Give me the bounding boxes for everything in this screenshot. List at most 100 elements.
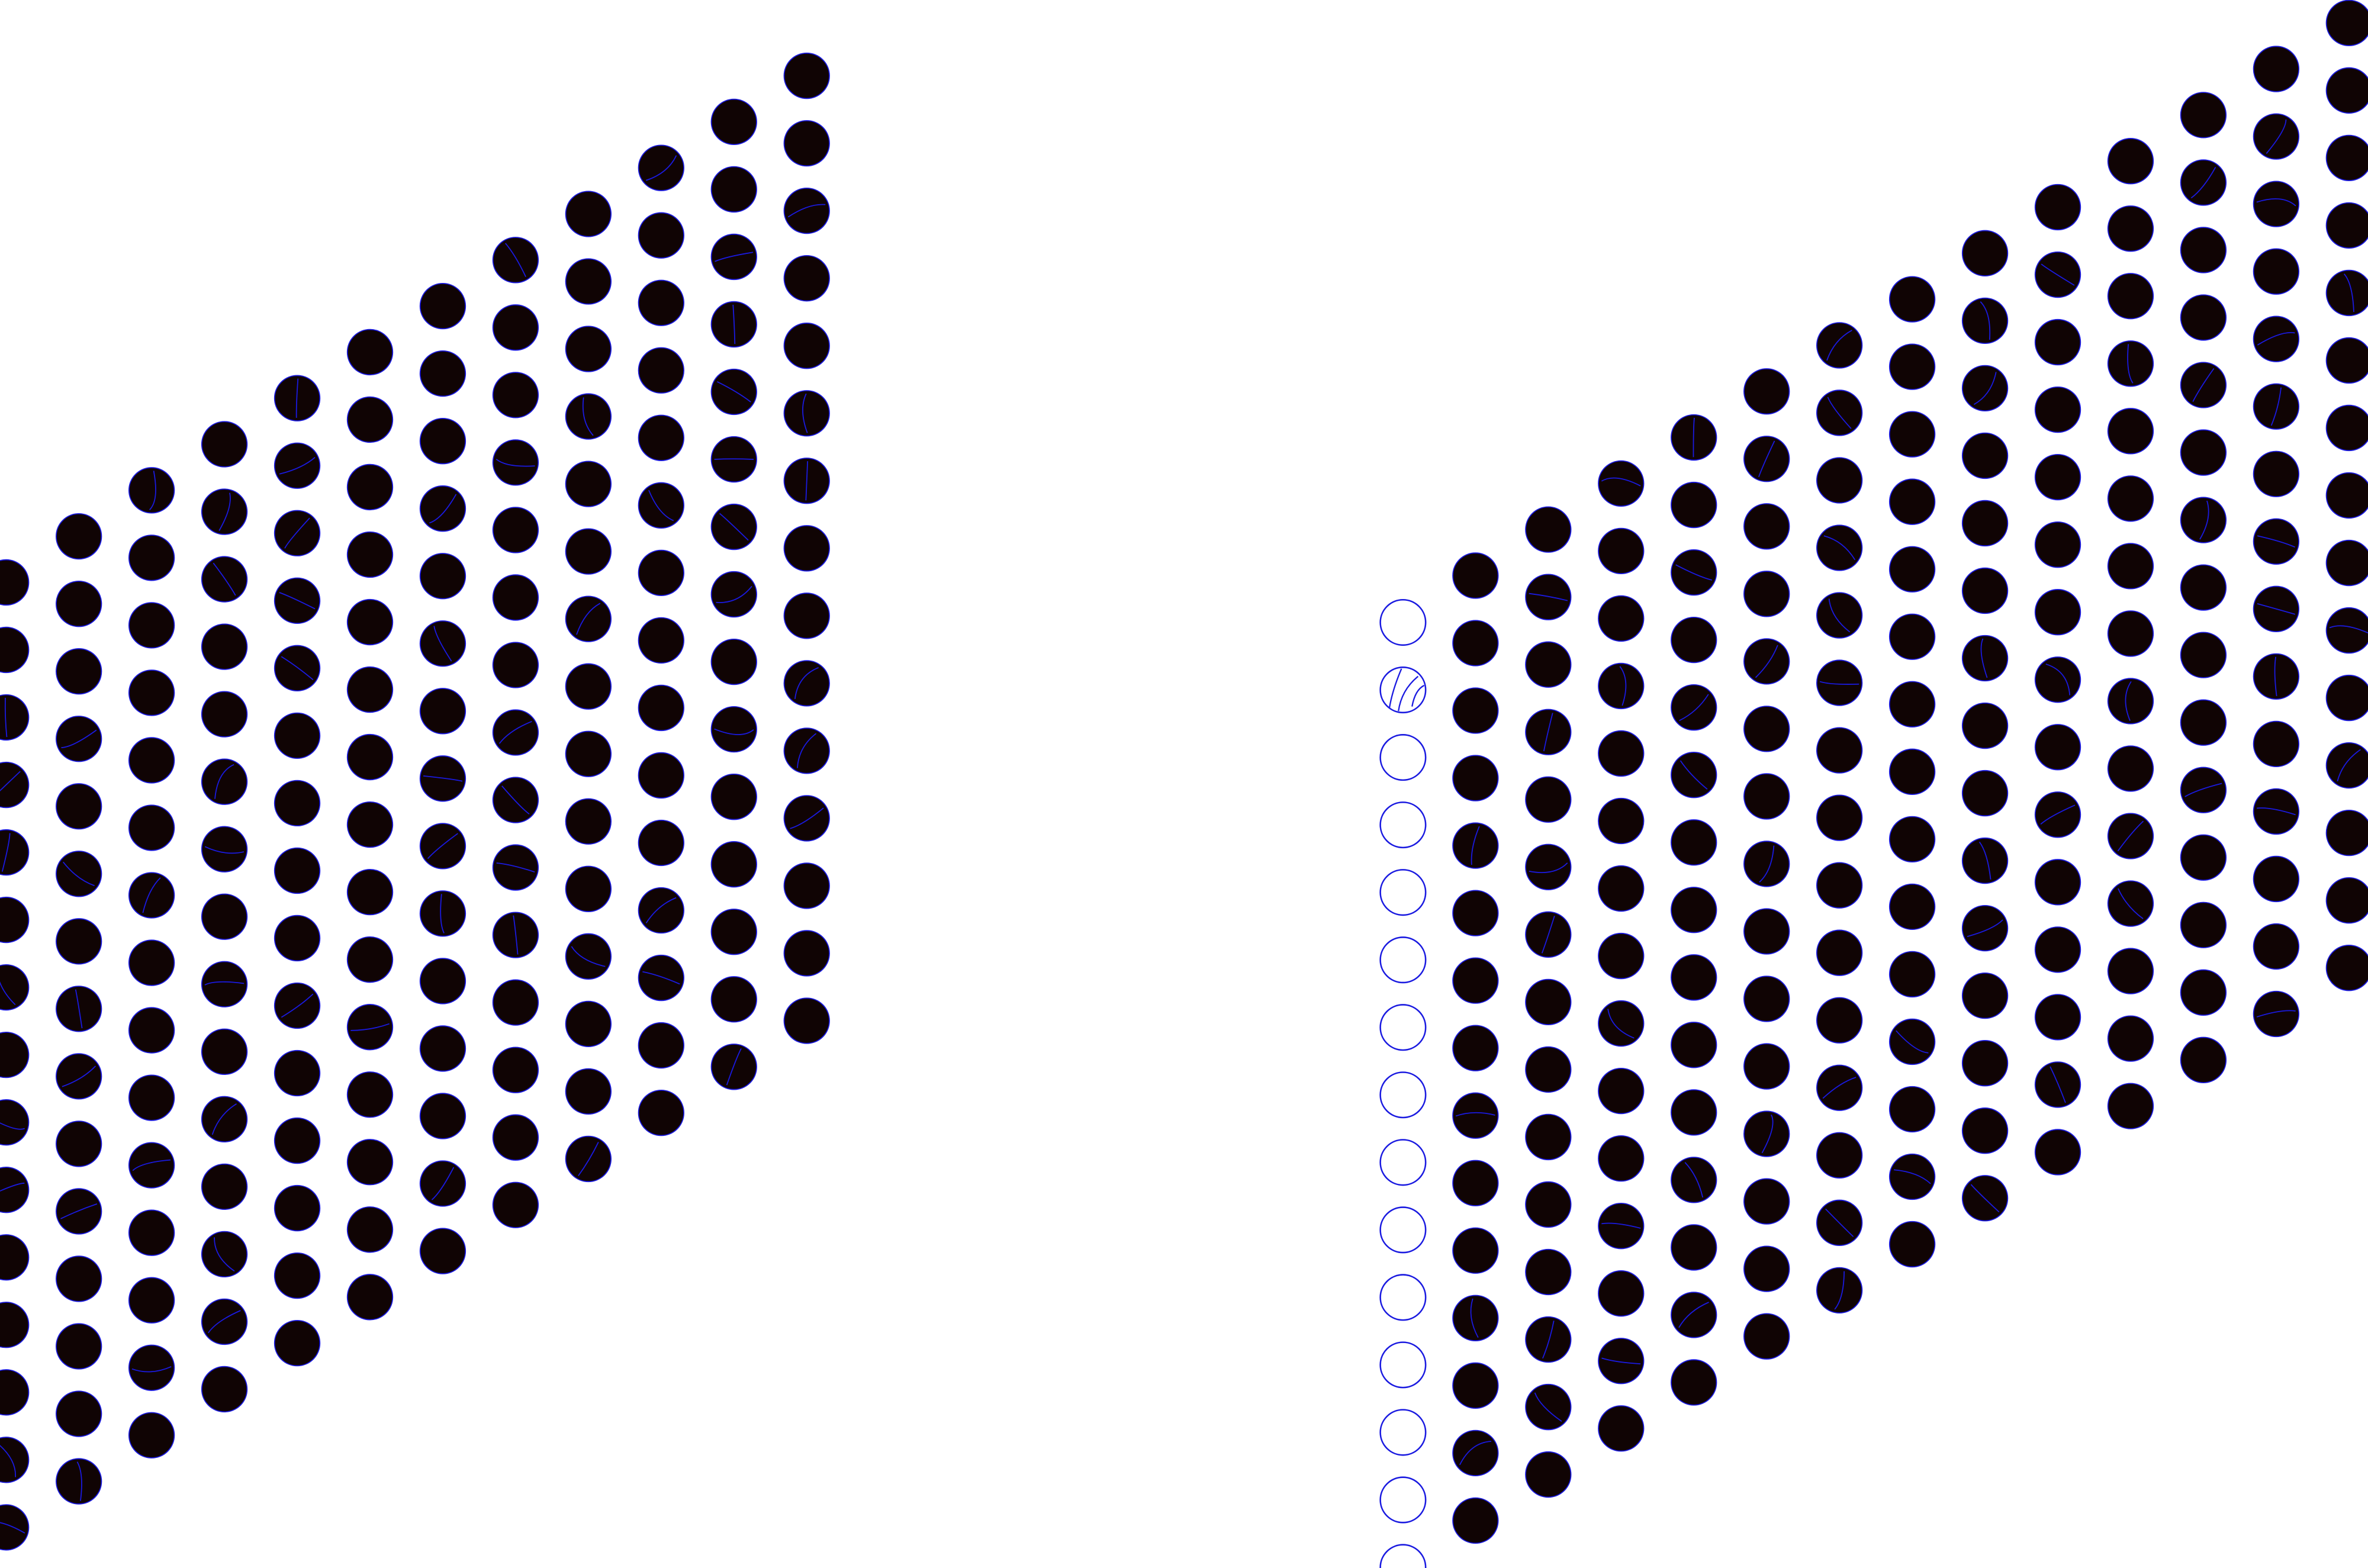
filled-dot	[710, 909, 757, 955]
filled-dot	[128, 535, 175, 581]
filled-dot	[1961, 904, 2009, 952]
filled-dot	[2180, 969, 2227, 1016]
filled-dot	[56, 648, 102, 695]
filled-dot	[1452, 687, 1499, 734]
filled-dot	[492, 439, 539, 486]
squiggle-mark	[1601, 1222, 1641, 1229]
squiggle-mark	[2184, 783, 2222, 797]
squiggle-mark	[648, 490, 674, 521]
right-outline-column	[1379, 598, 1427, 1568]
filled-dot	[783, 525, 830, 572]
filled-dot	[0, 829, 30, 876]
filled-dot	[419, 1160, 466, 1207]
filled-dot	[710, 571, 757, 618]
filled-dot	[492, 642, 539, 688]
squiggle-mark	[0, 1522, 25, 1534]
filled-dot	[492, 507, 539, 553]
filled-dot	[2180, 497, 2227, 543]
filled-dot	[2253, 181, 2300, 227]
filled-dot	[346, 1071, 394, 1118]
filled-dot	[2034, 791, 2081, 838]
filled-dot	[1525, 1248, 1572, 1296]
filled-dot	[1525, 1316, 1572, 1363]
filled-dot	[419, 1228, 466, 1274]
filled-dot	[1888, 681, 1936, 727]
filled-dot	[1743, 773, 1790, 820]
filled-dot	[1598, 1135, 1645, 1182]
filled-dot	[492, 844, 539, 891]
filled-dot	[783, 795, 830, 842]
filled-dot	[783, 323, 830, 369]
filled-dot	[128, 467, 175, 514]
filled-dot	[1671, 1359, 1717, 1406]
squiggle-mark	[1607, 1009, 1635, 1039]
filled-dot	[783, 187, 830, 234]
filled-dot	[2180, 564, 2227, 611]
filled-dot	[56, 1255, 102, 1302]
filled-dot	[2107, 273, 2154, 320]
squiggle-mark	[62, 1065, 96, 1087]
filled-dot	[128, 872, 175, 919]
filled-dot	[1525, 506, 1572, 553]
squiggle-mark	[218, 492, 231, 531]
squiggle-mark	[732, 304, 736, 344]
filled-dot	[638, 819, 684, 867]
filled-dot	[2325, 67, 2368, 114]
filled-dot	[274, 1049, 321, 1097]
filled-dot	[1743, 503, 1790, 550]
squiggle-mark	[0, 1182, 25, 1192]
squiggle-mark	[427, 833, 458, 859]
filled-dot	[2107, 543, 2154, 590]
filled-dot	[1888, 1153, 1936, 1200]
squiggle-mark	[505, 243, 526, 278]
filled-dot	[1816, 862, 1863, 909]
outline-dot	[1379, 869, 1427, 916]
filled-dot	[1671, 481, 1717, 529]
filled-dot	[419, 1093, 466, 1139]
filled-dot	[2253, 113, 2300, 160]
filled-dot	[2325, 472, 2368, 519]
squiggle-mark	[1541, 916, 1555, 954]
filled-dot	[2325, 742, 2368, 789]
filled-dot	[1525, 574, 1572, 620]
filled-dot	[2325, 539, 2368, 587]
squiggle-mark	[1543, 713, 1553, 752]
squiggle-mark	[1822, 1077, 1857, 1099]
filled-dot	[565, 1068, 612, 1115]
outline-dot	[1379, 1274, 1427, 1321]
filled-dot	[2034, 859, 2081, 906]
filled-dot	[492, 777, 539, 823]
filled-dot	[201, 758, 248, 805]
squiggle-mark	[284, 517, 310, 549]
squiggle-mark	[2257, 535, 2296, 548]
filled-dot	[1888, 411, 1936, 458]
filled-dot	[1816, 389, 1863, 436]
filled-dot	[2180, 632, 2227, 678]
filled-dot	[274, 442, 321, 489]
squiggle-mark	[498, 721, 532, 744]
squiggle-mark	[1455, 1112, 1495, 1117]
squiggle-mark	[75, 989, 83, 1029]
filled-dot	[56, 1188, 102, 1235]
filled-dot	[1961, 769, 2009, 817]
squiggle-mark	[1973, 372, 1997, 405]
filled-dot	[274, 780, 321, 827]
squiggle-mark	[1825, 1208, 1854, 1237]
squiggle-mark	[571, 946, 606, 967]
filled-dot	[201, 893, 248, 940]
squiggle-mark	[1828, 598, 1851, 633]
squiggle-mark	[2257, 807, 2296, 816]
squiggle-mark	[645, 155, 677, 181]
filled-dot	[1816, 524, 1863, 571]
dot-squiggles	[0, 119, 2368, 1534]
filled-dot	[2325, 134, 2368, 181]
filled-dot	[1816, 659, 1863, 706]
squiggle-mark	[1826, 330, 1852, 361]
filled-dot	[1671, 887, 1717, 933]
squiggle-mark	[440, 894, 445, 933]
filled-dot	[419, 553, 466, 600]
filled-dot	[2180, 1036, 2227, 1083]
filled-dot	[128, 669, 175, 716]
filled-dot	[492, 304, 539, 351]
squiggle-mark	[1980, 638, 1988, 678]
